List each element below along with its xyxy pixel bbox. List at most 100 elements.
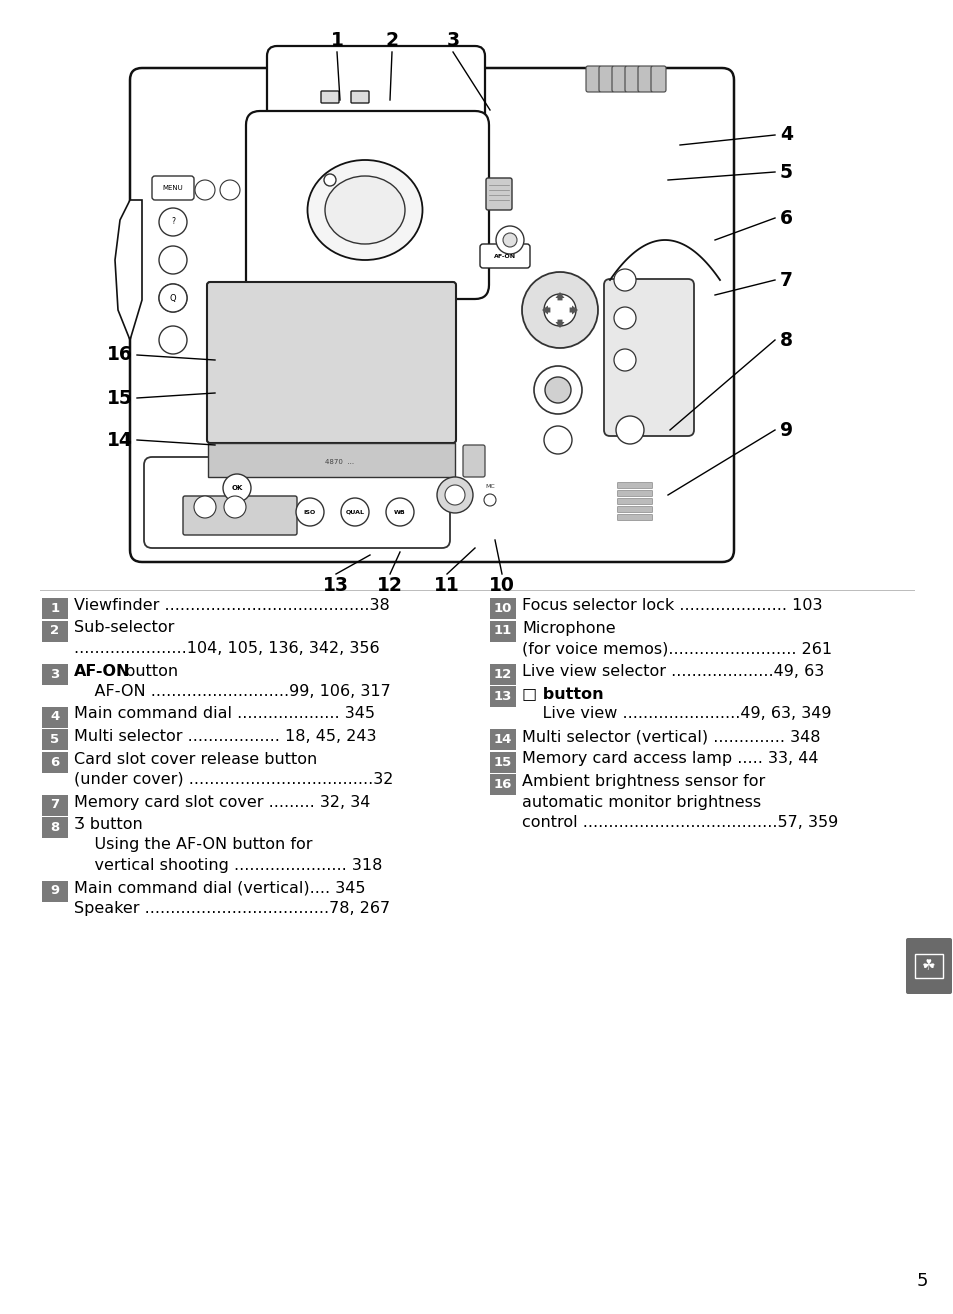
Circle shape xyxy=(159,326,187,353)
Text: Speaker ....................................78, 267: Speaker ................................… xyxy=(74,901,390,916)
Bar xyxy=(490,774,516,795)
Text: 10: 10 xyxy=(489,576,515,595)
Text: 11: 11 xyxy=(434,576,459,595)
Text: 9: 9 xyxy=(780,420,792,439)
Circle shape xyxy=(220,180,240,200)
Circle shape xyxy=(521,272,598,348)
Bar xyxy=(42,729,68,750)
Text: (under cover) ....................................32: (under cover) ..........................… xyxy=(74,773,393,787)
FancyBboxPatch shape xyxy=(617,515,652,520)
Text: 2: 2 xyxy=(385,32,398,50)
Text: 4: 4 xyxy=(51,711,59,724)
FancyBboxPatch shape xyxy=(617,498,652,505)
FancyBboxPatch shape xyxy=(650,66,665,92)
Ellipse shape xyxy=(307,160,422,260)
Text: 11: 11 xyxy=(494,624,512,637)
Text: Live view selector ....................49, 63: Live view selector ....................4… xyxy=(521,664,823,678)
Text: AF-ON: AF-ON xyxy=(494,254,516,259)
FancyBboxPatch shape xyxy=(246,110,489,300)
Circle shape xyxy=(340,498,369,526)
FancyBboxPatch shape xyxy=(905,938,951,993)
PathPatch shape xyxy=(115,200,142,340)
Text: Main command dial .................... 345: Main command dial .................... 3… xyxy=(74,707,375,721)
Bar xyxy=(490,598,516,619)
Text: OK: OK xyxy=(231,485,242,491)
FancyBboxPatch shape xyxy=(612,66,626,92)
FancyBboxPatch shape xyxy=(603,279,693,436)
Text: 12: 12 xyxy=(494,668,512,681)
Circle shape xyxy=(159,208,187,237)
Bar xyxy=(914,954,942,978)
Text: 4870  ...: 4870 ... xyxy=(325,459,355,465)
Text: Memory card slot cover ......... 32, 34: Memory card slot cover ......... 32, 34 xyxy=(74,795,370,809)
Bar xyxy=(42,880,68,901)
Text: Live view .......................49, 63, 349: Live view .......................49, 63,… xyxy=(521,707,831,721)
FancyBboxPatch shape xyxy=(585,66,600,92)
Text: Ambient brightness sensor for: Ambient brightness sensor for xyxy=(521,774,764,788)
FancyBboxPatch shape xyxy=(485,177,512,210)
Text: automatic monitor brightness: automatic monitor brightness xyxy=(521,795,760,809)
FancyArrow shape xyxy=(555,292,564,301)
FancyBboxPatch shape xyxy=(351,91,369,102)
Circle shape xyxy=(496,226,523,254)
Bar xyxy=(42,664,68,685)
Text: Focus selector lock ..................... 103: Focus selector lock ....................… xyxy=(521,598,821,614)
Text: Viewfinder ........................................38: Viewfinder .............................… xyxy=(74,598,390,614)
Bar xyxy=(42,620,68,641)
Bar xyxy=(42,598,68,619)
Text: 14: 14 xyxy=(107,431,132,449)
Text: 7: 7 xyxy=(51,799,59,812)
Circle shape xyxy=(616,417,643,444)
Circle shape xyxy=(324,173,335,187)
Text: Multi selector .................. 18, 45, 243: Multi selector .................. 18, 45… xyxy=(74,729,376,744)
Text: 13: 13 xyxy=(494,690,512,703)
Text: 16: 16 xyxy=(494,778,512,791)
Text: Using the AF-ON button for: Using the AF-ON button for xyxy=(74,837,313,853)
Bar xyxy=(42,817,68,838)
Text: WB: WB xyxy=(394,510,405,515)
Text: ......................104, 105, 136, 342, 356: ......................104, 105, 136, 342… xyxy=(74,641,379,656)
Circle shape xyxy=(159,284,187,311)
FancyBboxPatch shape xyxy=(320,91,338,102)
Bar xyxy=(42,707,68,728)
FancyBboxPatch shape xyxy=(598,66,614,92)
Text: 9: 9 xyxy=(51,884,59,897)
Circle shape xyxy=(614,269,636,290)
Text: MC: MC xyxy=(485,485,495,490)
Text: AF-ON ...........................99, 106, 317: AF-ON ...........................99, 106… xyxy=(74,685,391,699)
FancyBboxPatch shape xyxy=(208,443,455,477)
Circle shape xyxy=(614,307,636,328)
Text: 16: 16 xyxy=(107,346,132,364)
Text: button: button xyxy=(120,664,178,678)
Text: Sub-selector: Sub-selector xyxy=(74,620,174,636)
Circle shape xyxy=(194,180,214,200)
Circle shape xyxy=(614,350,636,371)
FancyArrow shape xyxy=(569,305,578,314)
Text: MENU: MENU xyxy=(162,185,183,191)
Bar xyxy=(490,686,516,707)
Text: 5: 5 xyxy=(780,163,792,181)
Circle shape xyxy=(193,495,215,518)
Bar xyxy=(42,795,68,816)
Text: AF-ON: AF-ON xyxy=(74,664,131,678)
Text: Q: Q xyxy=(170,293,176,302)
Text: 15: 15 xyxy=(107,389,132,407)
Circle shape xyxy=(159,246,187,275)
FancyBboxPatch shape xyxy=(617,490,652,497)
FancyBboxPatch shape xyxy=(267,46,484,148)
Text: 5: 5 xyxy=(915,1272,926,1290)
Circle shape xyxy=(223,474,251,502)
Circle shape xyxy=(159,284,187,311)
Text: 1: 1 xyxy=(51,602,59,615)
FancyBboxPatch shape xyxy=(152,176,193,200)
FancyBboxPatch shape xyxy=(207,283,456,443)
Bar xyxy=(490,620,516,641)
FancyBboxPatch shape xyxy=(638,66,652,92)
Text: control ......................................57, 359: control ................................… xyxy=(521,815,838,830)
Text: 12: 12 xyxy=(376,576,402,595)
Text: 6: 6 xyxy=(51,756,59,769)
FancyBboxPatch shape xyxy=(130,68,733,562)
Text: Memory card access lamp ..... 33, 44: Memory card access lamp ..... 33, 44 xyxy=(521,752,818,766)
Circle shape xyxy=(386,498,414,526)
Circle shape xyxy=(544,377,571,403)
